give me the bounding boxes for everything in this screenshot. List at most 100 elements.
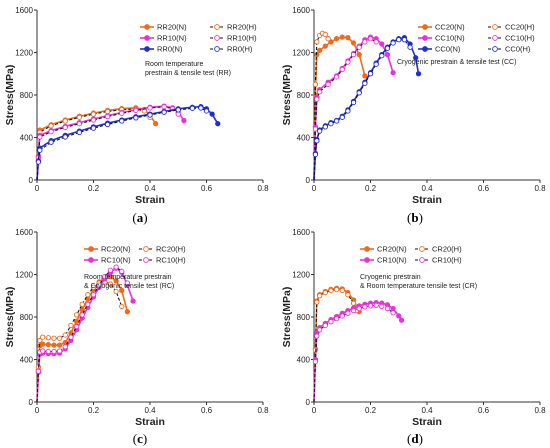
data-point-CR10(H): [390, 310, 396, 316]
data-point-RC10(H): [119, 268, 125, 274]
legend-label: CC0(H): [505, 45, 531, 54]
data-point-CR10(N): [396, 313, 402, 319]
panel-annotation: Room temperature: [145, 61, 203, 68]
data-point-CR10(N): [390, 305, 396, 312]
data-point-RR20(H): [76, 114, 83, 120]
data-point-CC10(H): [333, 74, 340, 80]
data-point-RR0(H): [37, 147, 43, 153]
data-point-CC0(N): [415, 71, 422, 77]
panel-annotation: Cryogenic prestrain & tensile test (CC): [397, 59, 516, 66]
data-point-CC0(H): [350, 99, 357, 106]
legend-label: CC10(N): [435, 34, 465, 43]
legend-label: CC0(N): [435, 45, 461, 54]
panel-caption: (d): [407, 431, 423, 446]
data-point-CC0(H): [396, 37, 402, 43]
data-point-CC10(N): [384, 51, 391, 58]
data-point-RC20(N): [51, 342, 57, 348]
data-point-RR0(H): [76, 129, 83, 136]
data-point-CC10(H): [339, 66, 345, 73]
legend-label: CC20(H): [505, 23, 535, 32]
data-point-CR10(H): [345, 310, 351, 316]
data-point-RR10(H): [48, 129, 54, 135]
data-point-RC10(H): [73, 323, 80, 330]
data-point-CR20(H): [314, 299, 320, 305]
data-point-CC0(H): [322, 124, 328, 130]
data-point-CR10(H): [312, 358, 319, 365]
legend-label: RC10(N): [101, 256, 131, 265]
data-point-CR10(H): [339, 313, 345, 319]
open-circle-marker-icon: [419, 246, 425, 252]
open-circle-marker-icon: [143, 257, 149, 263]
data-point-CC0(H): [345, 108, 351, 114]
x-tick-label: 0: [312, 406, 317, 415]
data-point-CR10(H): [384, 305, 391, 312]
x-tick-label: 0.6: [201, 184, 213, 193]
data-point-CR10(H): [367, 303, 374, 309]
data-point-CC20(N): [362, 73, 368, 79]
legend-label: CR10(N): [377, 256, 407, 265]
series-line-CC20(N): [313, 36, 366, 181]
legend-label: CC10(H): [505, 34, 535, 43]
data-point-CC0(H): [333, 118, 340, 124]
x-axis-label: Strain: [412, 194, 442, 206]
data-point-RC10(N): [130, 298, 136, 304]
data-point-CC10(H): [373, 39, 379, 45]
data-point-RC10(H): [45, 348, 51, 355]
data-point-RR10(H): [175, 111, 181, 117]
data-point-CR10(H): [314, 333, 320, 339]
data-point-RC20(H): [73, 312, 80, 318]
data-point-RR20(H): [90, 111, 97, 117]
data-point-RC20(H): [37, 337, 43, 344]
data-point-RR10(H): [90, 117, 97, 123]
panel-annotation: & Room temperature tensile test (CR): [360, 283, 477, 290]
data-point-CC0(H): [356, 90, 362, 96]
y-tick-label: 1600: [292, 6, 310, 15]
data-point-CC0(H): [401, 37, 408, 43]
data-point-RC10(H): [40, 348, 46, 354]
data-point-RR20(H): [104, 108, 111, 115]
data-point-RR0(H): [119, 118, 125, 124]
data-point-RR10(H): [104, 113, 111, 120]
x-tick-label: 0: [35, 406, 40, 415]
data-point-CC10(H): [362, 39, 368, 45]
data-point-CC0(H): [328, 121, 334, 127]
panel-c: 0 0.2 0.4 0.6 0.8 0 400 800 1200 1600 Strain Stress…: [4, 228, 269, 446]
x-tick-label: 0.4: [144, 184, 156, 193]
data-point-RC10(H): [68, 334, 74, 340]
data-point-CR10(H): [356, 305, 362, 312]
data-point-RR0(H): [104, 121, 111, 128]
data-point-CC10(H): [316, 89, 323, 95]
filled-circle-marker-icon: [364, 257, 370, 263]
data-point-CR10(H): [379, 303, 385, 310]
data-point-RR0(H): [62, 134, 68, 140]
y-tick-label: 800: [20, 313, 34, 322]
data-point-CC20(H): [325, 36, 331, 42]
data-point-CR10(H): [350, 307, 357, 314]
panel-b: 0 0.2 0.4 0.6 0.8 0 400 800 1200 1600 Strain Stress…: [281, 6, 546, 225]
data-point-CC20(N): [328, 39, 334, 45]
data-point-CC0(H): [314, 138, 320, 144]
y-tick-label: 1200: [292, 49, 310, 58]
y-axis-label: Stress(MPa): [281, 65, 293, 126]
x-tick-label: 0.8: [257, 184, 269, 193]
data-point-CC0(H): [367, 71, 374, 77]
legend-label: RC20(N): [101, 245, 131, 254]
data-point-RR0(N): [209, 111, 215, 117]
data-point-CC10(N): [390, 70, 396, 76]
y-tick-label: 0: [306, 398, 311, 407]
data-point-RC20(H): [40, 334, 46, 340]
data-point-RR10(H): [133, 107, 139, 114]
legend-label: RC20(H): [156, 245, 186, 254]
legend-label: CR20(H): [432, 245, 462, 254]
filled-circle-marker-icon: [364, 246, 370, 252]
series-line-CR20(H): [313, 289, 357, 403]
data-point-CC10(H): [345, 59, 351, 65]
data-point-CR10(H): [362, 304, 368, 310]
data-point-RC20(H): [79, 301, 85, 307]
data-point-RC10(H): [79, 312, 85, 318]
data-point-RR0(N): [215, 121, 221, 127]
data-point-RR0(H): [35, 159, 42, 165]
data-point-RR0(H): [189, 105, 196, 111]
data-point-CR10(H): [328, 319, 334, 325]
data-point-RC10(H): [62, 344, 68, 350]
